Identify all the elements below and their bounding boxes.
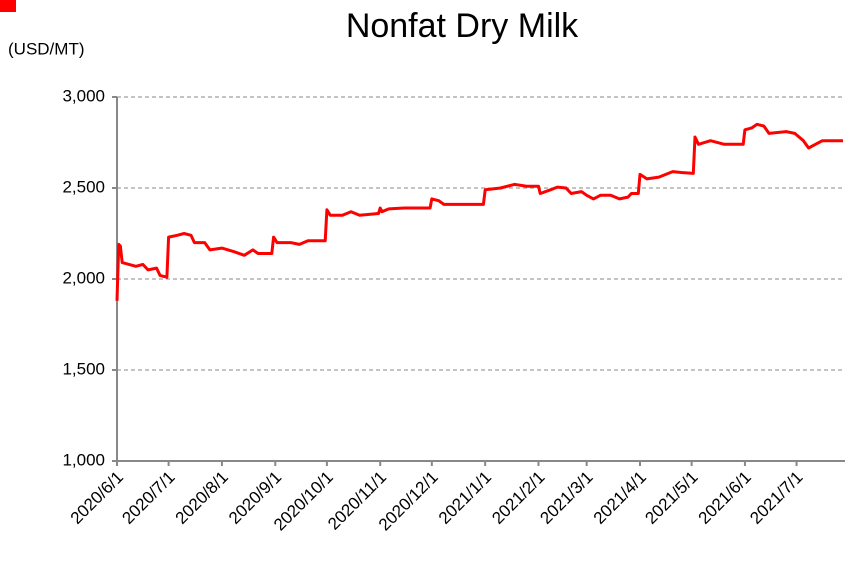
x-tick-label: 2021/4/1 [590, 468, 650, 528]
y-tick-label: 2,000 [62, 268, 105, 287]
y-tick-label: 1,000 [62, 450, 105, 469]
x-tick-label: 2020/6/1 [67, 468, 127, 528]
chart-title: Nonfat Dry Milk [346, 7, 579, 45]
x-tick-label: 2021/6/1 [695, 468, 755, 528]
x-tick-label: 2021/7/1 [746, 468, 806, 528]
y-axis-label: (USD/MT) [8, 39, 84, 58]
corner-marker [0, 0, 16, 12]
x-tick-label: 2021/1/1 [435, 468, 495, 528]
x-tick-label: 2020/7/1 [118, 468, 178, 528]
x-tick-label: 2021/3/1 [536, 468, 596, 528]
x-tick-label: 2021/5/1 [641, 468, 701, 528]
y-tick-label: 2,500 [62, 177, 105, 196]
y-tick-label: 1,500 [62, 359, 105, 378]
y-tick-label: 3,000 [62, 86, 105, 105]
data-line [115, 122, 843, 301]
x-tick-label: 2020/8/1 [172, 468, 232, 528]
